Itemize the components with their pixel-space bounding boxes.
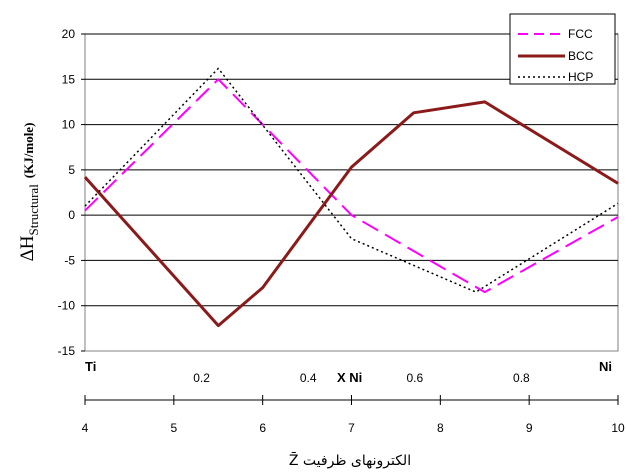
y-tick-label: 10 <box>62 118 76 132</box>
x-top-tick-label: 0.4 <box>300 371 317 385</box>
x-top-tick-label: 0.2 <box>193 371 210 385</box>
x-bottom-tick-label: 9 <box>526 421 533 435</box>
y-tick-label: 20 <box>62 27 76 41</box>
legend-label-hcp: HCP <box>568 70 593 84</box>
x-bottom-tick-label: 6 <box>259 421 266 435</box>
y-axis-label-unit: (KJ/mole) <box>21 123 36 179</box>
x-label-ti: Ti <box>85 359 96 374</box>
x-label-xni: X Ni <box>337 370 362 385</box>
plot-area <box>84 33 619 352</box>
legend-label-fcc: FCC <box>568 27 593 41</box>
legend-label-bcc: BCC <box>568 49 594 63</box>
series-group <box>83 67 619 328</box>
x-top-tick-label: 0.6 <box>406 371 423 385</box>
y-tick-label: 0 <box>68 208 75 222</box>
x-axis-top-ticks: 0.2 0.4 0.6 0.8 <box>193 371 530 385</box>
x-top-tick-label: 0.8 <box>513 371 530 385</box>
x-bottom-tick-label: 7 <box>348 421 355 435</box>
y-axis-label-sub: Structural <box>26 184 41 236</box>
x-bottom-tick-label: 4 <box>82 421 89 435</box>
y-tick-label: 5 <box>68 163 75 177</box>
y-axis-label-main: ΔH <box>17 235 38 261</box>
x-bottom-tick-label: 8 <box>437 421 444 435</box>
y-tick-label: -5 <box>64 253 75 267</box>
y-tick-label: -15 <box>58 344 76 358</box>
x-bottom-tick-label: 5 <box>170 421 177 435</box>
series-line-bcc <box>83 100 619 328</box>
legend-box <box>509 13 616 85</box>
x-label-ni: Ni <box>599 359 612 374</box>
x-axis-bottom-ticks: 4 5 6 7 8 9 10 <box>82 395 625 435</box>
x-axis-bottom-label: الکترونهای ظرفیت Z̄ <box>289 451 411 469</box>
series-line-fcc <box>84 78 619 294</box>
x-bottom-tick-label: 10 <box>611 421 625 435</box>
y-axis-ticks: -15 -10 -5 0 5 10 15 20 <box>58 27 85 358</box>
y-axis-label: ΔHStructural (KJ/mole) <box>17 123 41 262</box>
legend: FCC BCC HCP <box>509 13 616 85</box>
y-tick-label: 15 <box>62 72 76 86</box>
y-tick-label: -10 <box>58 299 76 313</box>
